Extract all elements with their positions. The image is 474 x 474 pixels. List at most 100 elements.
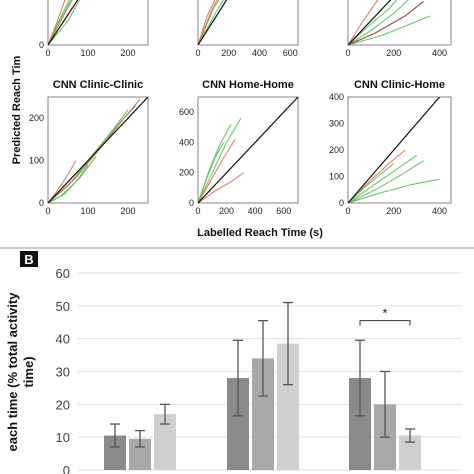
y-tick-label: 50 [56,299,70,314]
x-tick-label: 200 [386,206,401,216]
series-line [348,15,431,45]
y-tick-label: 600 [179,107,194,117]
series-line [198,172,245,203]
plot-title: CNN Home-Home [202,79,294,91]
significance-star: * [382,306,387,321]
x-tick-label: 600 [283,48,298,58]
series-line [48,0,72,45]
scatter-panel-3: 0 200 400 [345,0,452,58]
bar [252,358,274,470]
panel-a-ylabel: Predicted Reach Tim [11,55,23,164]
scatter-panel-2: 0 200 400 600 [195,0,299,58]
identity-line [348,0,392,45]
plot-title: CNN Clinic-Home [354,79,445,91]
y-tick-label: 60 [56,266,70,281]
panel-a-xlabel: Labelled Reach Time (s) [197,227,323,239]
series-line [348,160,424,203]
bar [227,378,249,470]
x-tick-label: 400 [252,48,267,58]
y-tick-label: 10 [56,430,70,445]
plot-lines [348,97,441,203]
x-tick-label: 100 [80,48,95,58]
plot-title: CNN Clinic-Clinic [53,79,143,91]
bar [129,438,151,470]
scatter-panel-1: 0 100 200 0 [39,0,149,58]
panel-b-letter-badge [20,251,38,267]
series-line [48,0,66,45]
series-line [348,0,409,45]
x-tick-label: 400 [432,206,447,216]
series-line [348,162,395,203]
series-line [48,164,89,203]
series-line [348,0,398,45]
x-tick-label: 100 [80,206,95,216]
x-tick-label: 200 [221,48,236,58]
series-line [198,142,225,203]
y-tick-label: 0 [39,198,44,208]
x-tick-label: 0 [45,206,50,216]
y-tick-label: 0 [339,198,344,208]
panel-b-letter: B [24,252,33,267]
significance-bracket [359,320,411,326]
y-tick-label: 0 [189,198,194,208]
y-tick-label: 200 [329,145,344,155]
identity-line [198,97,298,203]
plot-lines [348,0,431,45]
identity-line [48,97,148,203]
series-line [348,154,418,203]
bar [104,435,126,470]
y-tick-label: 0 [39,40,44,50]
bar [399,435,421,470]
panel-b-ylabel-line1: each time (% total activity [5,292,20,452]
plot-lines [48,0,81,45]
identity-line [348,97,441,203]
x-tick-label: 600 [276,206,291,216]
series-line [198,0,220,45]
plot-lines [198,0,228,45]
x-tick-label: 0 [345,48,350,58]
scatter-panel-6: 0 200 400 0 100 200 300 400 CNN Clinic-Home [329,79,452,216]
y-tick-label: 200 [179,168,194,178]
plot-lines [198,97,298,203]
scatter-panel-5: 0 200 400 600 0 200 400 600 CNN Home-Home [179,79,299,216]
series-line [348,0,424,45]
y-tick-label: 200 [29,113,44,123]
x-tick-label: 200 [219,206,234,216]
identity-line [198,0,228,45]
y-tick-label: 40 [56,332,70,347]
y-tick-label: 100 [329,172,344,182]
y-tick-label: 400 [179,137,194,147]
y-tick-label: 400 [329,92,344,102]
identity-line [48,0,79,45]
x-tick-label: 0 [345,206,350,216]
x-tick-label: 400 [432,48,447,58]
x-tick-label: 400 [248,206,263,216]
panel-b: 0 10 20 30 40 50 60 * [56,266,462,474]
series-line [48,160,77,203]
x-tick-label: 0 [45,48,50,58]
y-tick-label: 300 [329,119,344,129]
series-line [198,0,216,45]
bar [154,414,176,470]
x-tick-label: 200 [386,48,401,58]
x-tick-label: 0 [195,48,200,58]
x-tick-label: 200 [120,206,135,216]
scatter-panel-4: 0 100 200 0 100 200 CNN Clinic-Clinic [29,79,149,216]
y-tick-label: 30 [56,365,70,380]
y-tick-label: 20 [56,397,70,412]
x-tick-label: 200 [120,48,135,58]
y-tick-label: 100 [29,156,44,166]
plot-frame [47,0,149,46]
plot-lines [48,97,148,203]
series-line [198,0,225,45]
x-tick-label: 0 [195,206,200,216]
series-line [198,139,236,203]
bar [277,343,299,470]
y-tick-label: 0 [63,463,70,474]
series-line [348,0,379,45]
series-line [348,178,440,203]
panel-b-ylabel-line2: time) [21,356,36,387]
bar [349,378,371,470]
